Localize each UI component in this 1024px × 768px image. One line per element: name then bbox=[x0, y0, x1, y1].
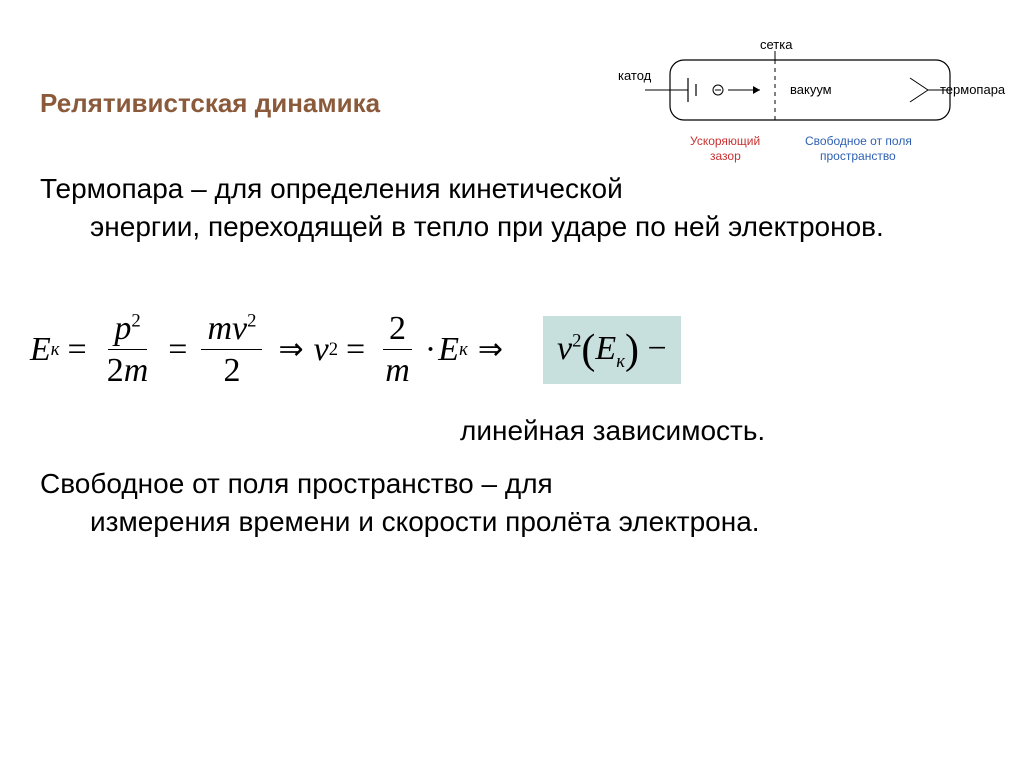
label-vacuum: вакуум bbox=[790, 82, 832, 97]
sym-v1: v bbox=[232, 310, 247, 347]
slide-title: Релятивистская динамика bbox=[40, 88, 380, 119]
caption-gap-2: зазор bbox=[710, 149, 741, 163]
para1-lead: Термопара – для определения кинетической bbox=[40, 173, 623, 204]
den-2a: 2 bbox=[107, 352, 124, 389]
num-2c: 2 bbox=[383, 310, 412, 350]
paragraph-thermocouple: Термопара – для определения кинетической… bbox=[40, 170, 984, 246]
sym-k2: к bbox=[459, 339, 468, 361]
paragraph-free-space: Свободное от поля пространство – для изм… bbox=[40, 465, 984, 541]
label-thermocouple: термопара bbox=[940, 82, 1006, 97]
sym-E2: E bbox=[438, 331, 459, 369]
label-grid: сетка bbox=[760, 40, 793, 52]
para1-cont: энергии, переходящей в тепло при ударе п… bbox=[40, 208, 984, 246]
highlighted-result: v2(Eк) − bbox=[543, 316, 681, 384]
label-cathode: катод bbox=[618, 68, 652, 83]
kinetic-energy-formula: Eк = p2 2m = mv2 2 ⇒ v2 = 2 m · Eк ⇒ v2(… bbox=[30, 310, 984, 390]
den-2b: 2 bbox=[217, 350, 246, 389]
sym-dot: · bbox=[426, 331, 435, 369]
sup-2d: 2 bbox=[572, 331, 581, 352]
sym-E3: E bbox=[595, 330, 616, 367]
linear-dependence-text: линейная зависимость. bbox=[460, 415, 765, 447]
sup-2a: 2 bbox=[131, 311, 140, 332]
sym-v3: v bbox=[557, 330, 572, 367]
sup-2c: 2 bbox=[329, 339, 338, 361]
sym-m3: m bbox=[379, 350, 416, 389]
sym-v2: v bbox=[314, 331, 329, 369]
sym-m1: m bbox=[124, 352, 149, 389]
para2-cont: измерения времени и скорости пролёта эле… bbox=[40, 503, 984, 541]
sym-m2: m bbox=[207, 310, 232, 347]
sym-k3: к bbox=[616, 351, 625, 372]
caption-gap-1: Ускоряющий bbox=[690, 134, 760, 148]
sup-2b: 2 bbox=[247, 311, 256, 332]
caption-free-2: пространство bbox=[820, 149, 896, 163]
sym-E: E bbox=[30, 331, 51, 369]
sym-p: p bbox=[114, 310, 131, 347]
para2-lead: Свободное от поля пространство – для bbox=[40, 468, 553, 499]
caption-free-1: Свободное от поля bbox=[805, 134, 912, 148]
vacuum-tube-diagram: катод сетка вакуум термопара Ускоряющий … bbox=[610, 40, 1010, 170]
sym-minus: − bbox=[647, 330, 666, 367]
sym-k1: к bbox=[51, 339, 60, 361]
